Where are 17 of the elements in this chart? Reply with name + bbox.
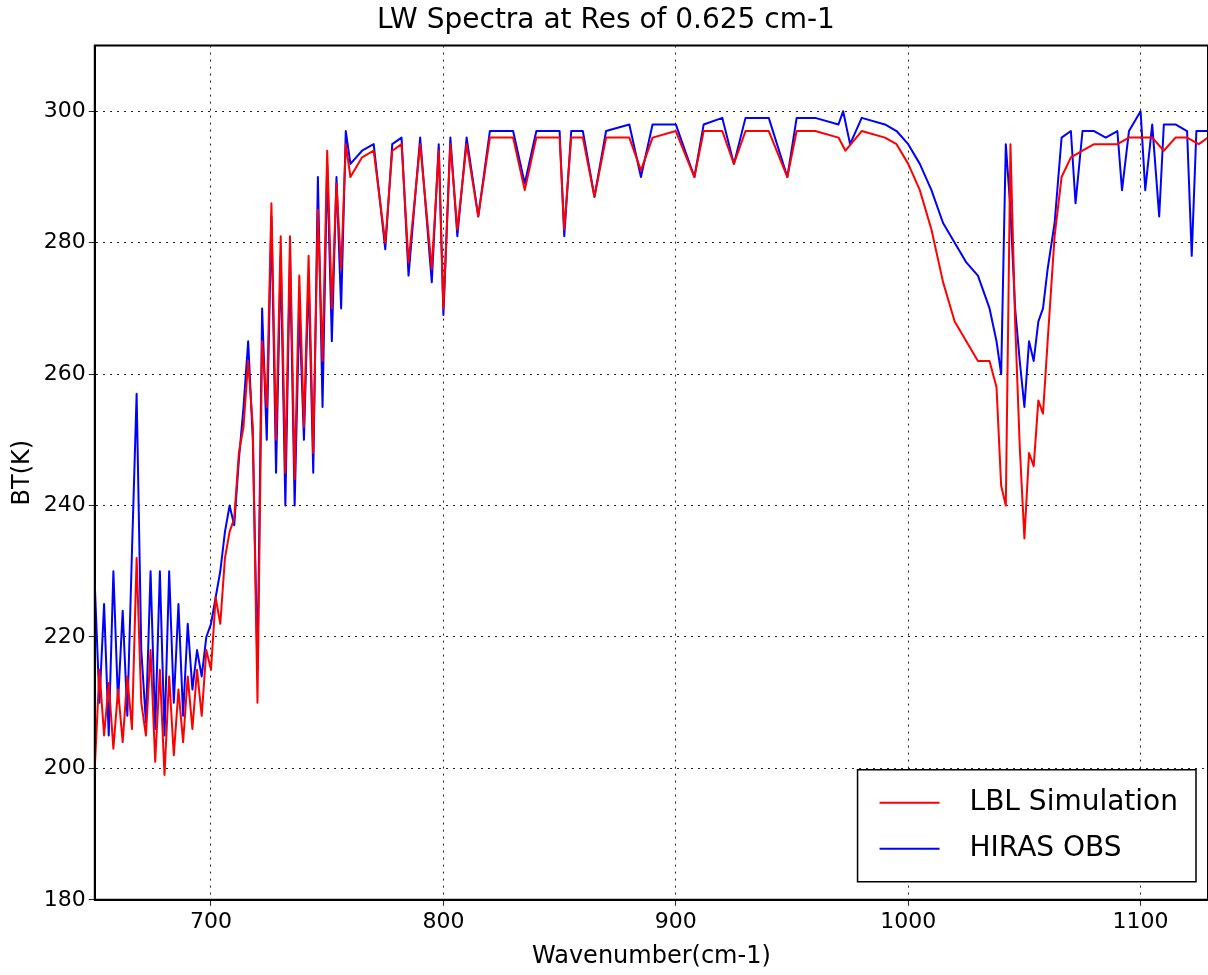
legend-label: HIRAS OBS	[969, 830, 1122, 864]
x-tick-label: 700	[189, 907, 232, 933]
y-tick-label: 280	[43, 228, 86, 254]
x-tick-label: 1000	[880, 907, 937, 933]
legend-label: LBL Simulation	[969, 784, 1179, 818]
y-tick-label: 180	[43, 885, 86, 911]
x-tick-label: 1100	[1112, 907, 1169, 933]
x-axis-title: Wavenumber(cm-1)	[532, 940, 771, 969]
y-tick-label: 200	[43, 754, 86, 780]
y-tick-label: 240	[43, 491, 86, 517]
chart-title: LW Spectra at Res of 0.625 cm-1	[377, 2, 835, 36]
y-tick-label: 220	[43, 622, 86, 648]
x-tick-label: 900	[654, 907, 697, 933]
y-tick-label: 260	[43, 359, 86, 385]
x-tick-label: 800	[422, 907, 465, 933]
y-axis-title: BT(K)	[6, 439, 35, 506]
y-tick-label: 300	[43, 97, 86, 123]
